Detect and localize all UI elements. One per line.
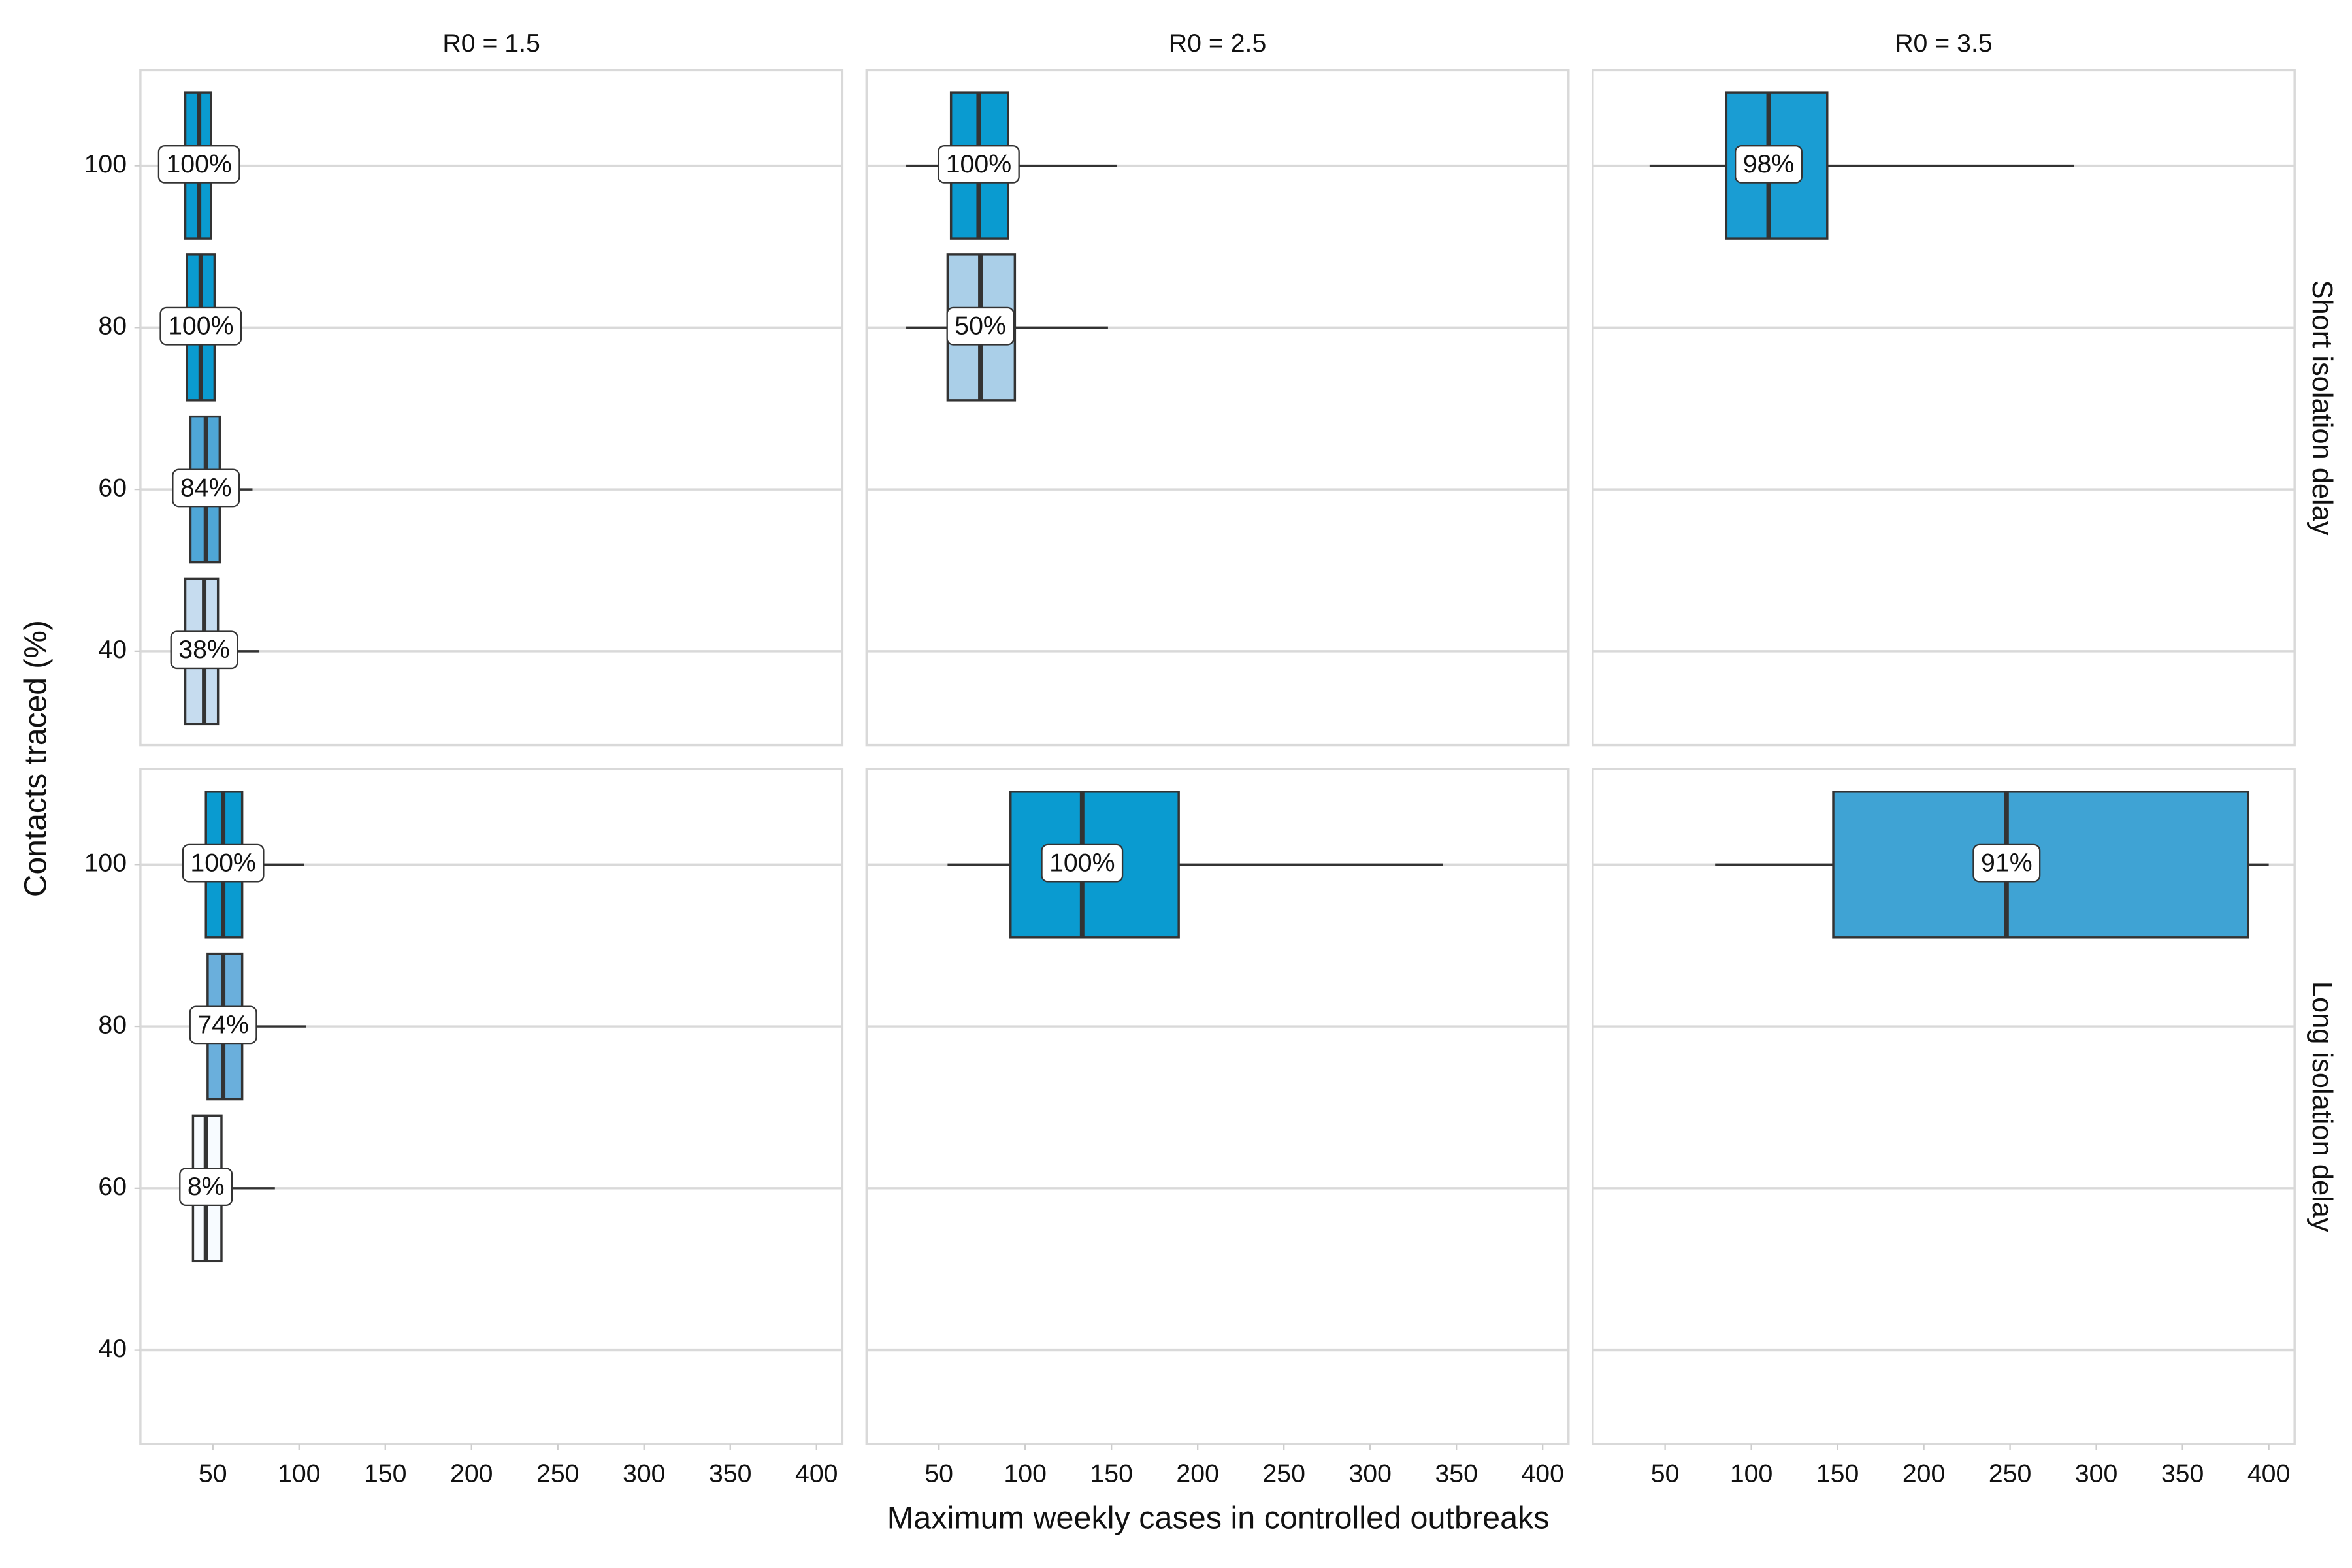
x-axis-title: Maximum weekly cases in controlled outbr…	[887, 1501, 1550, 1536]
x-tick-label: 350	[1435, 1460, 1478, 1488]
box-label-bg	[170, 630, 238, 670]
box-label: 98%	[1743, 150, 1795, 178]
y-tick-label: 100	[84, 849, 127, 877]
panel-border	[865, 69, 1570, 747]
box-label: 84%	[180, 474, 232, 502]
x-tick-label: 300	[623, 1460, 666, 1488]
box-label: 100%	[168, 312, 233, 340]
box-label-bg	[182, 843, 265, 883]
box-label: 100%	[166, 150, 231, 178]
x-tick-label: 400	[795, 1460, 838, 1488]
box-label: 38%	[178, 636, 230, 664]
column-strip-label: R0 = 1.5	[442, 29, 540, 57]
box-label-bg	[179, 1168, 233, 1207]
x-tick-label: 250	[1262, 1460, 1305, 1488]
panel-border	[865, 768, 1570, 1445]
x-tick-label: 100	[278, 1460, 321, 1488]
panel-border	[139, 768, 844, 1445]
x-tick-label: 350	[2161, 1460, 2204, 1488]
box-label-bg	[172, 468, 240, 508]
y-axis-title: Contacts traced (%)	[18, 620, 53, 897]
x-tick-label: 100	[1004, 1460, 1047, 1488]
row-strip-label: Long isolation delay	[2306, 981, 2338, 1232]
y-tick-label: 80	[98, 1011, 127, 1039]
x-tick-label: 200	[450, 1460, 493, 1488]
x-tick-label: 300	[1348, 1460, 1392, 1488]
box-label-bg	[946, 306, 1015, 346]
box-label-bg	[159, 306, 242, 346]
panel-border	[1592, 69, 2296, 747]
y-tick-label: 60	[98, 474, 127, 502]
box-label: 100%	[946, 150, 1011, 178]
column-strip-label: R0 = 3.5	[1895, 29, 1993, 57]
box-label-bg	[1735, 145, 1803, 184]
box-label: 100%	[1049, 849, 1115, 877]
box-label: 74%	[197, 1011, 249, 1039]
box-label: 8%	[188, 1173, 225, 1201]
box-label: 100%	[190, 849, 255, 877]
x-tick-label: 200	[1903, 1460, 1946, 1488]
column-strip-label: R0 = 2.5	[1169, 29, 1267, 57]
row-strip-label: Short isolation delay	[2306, 280, 2338, 535]
x-tick-label: 150	[364, 1460, 407, 1488]
box	[1832, 791, 2249, 939]
x-tick-label: 350	[709, 1460, 752, 1488]
y-tick-label: 40	[98, 1335, 127, 1363]
x-tick-label: 50	[199, 1460, 227, 1488]
x-tick-label: 200	[1176, 1460, 1219, 1488]
y-tick-label: 100	[84, 150, 127, 178]
box-label-bg	[937, 145, 1020, 184]
x-tick-label: 300	[2075, 1460, 2118, 1488]
panel-border	[1592, 768, 2296, 1445]
y-tick-label: 80	[98, 312, 127, 340]
box-label-bg	[157, 145, 240, 184]
x-tick-label: 150	[1090, 1460, 1133, 1488]
x-tick-label: 250	[1989, 1460, 2032, 1488]
x-tick-label: 250	[536, 1460, 580, 1488]
y-tick-label: 60	[98, 1173, 127, 1201]
box-label-bg	[1972, 843, 2041, 883]
box-label-bg	[189, 1005, 257, 1045]
x-tick-label: 50	[924, 1460, 953, 1488]
box-label: 50%	[955, 312, 1006, 340]
box-label-bg	[1041, 843, 1124, 883]
x-tick-label: 100	[1730, 1460, 1773, 1488]
x-tick-label: 400	[2247, 1460, 2291, 1488]
x-tick-label: 400	[1521, 1460, 1564, 1488]
box-label: 91%	[1981, 849, 2033, 877]
x-tick-label: 50	[1651, 1460, 1680, 1488]
panel-border	[139, 69, 844, 747]
x-tick-label: 150	[1816, 1460, 1859, 1488]
y-tick-label: 40	[98, 636, 127, 664]
